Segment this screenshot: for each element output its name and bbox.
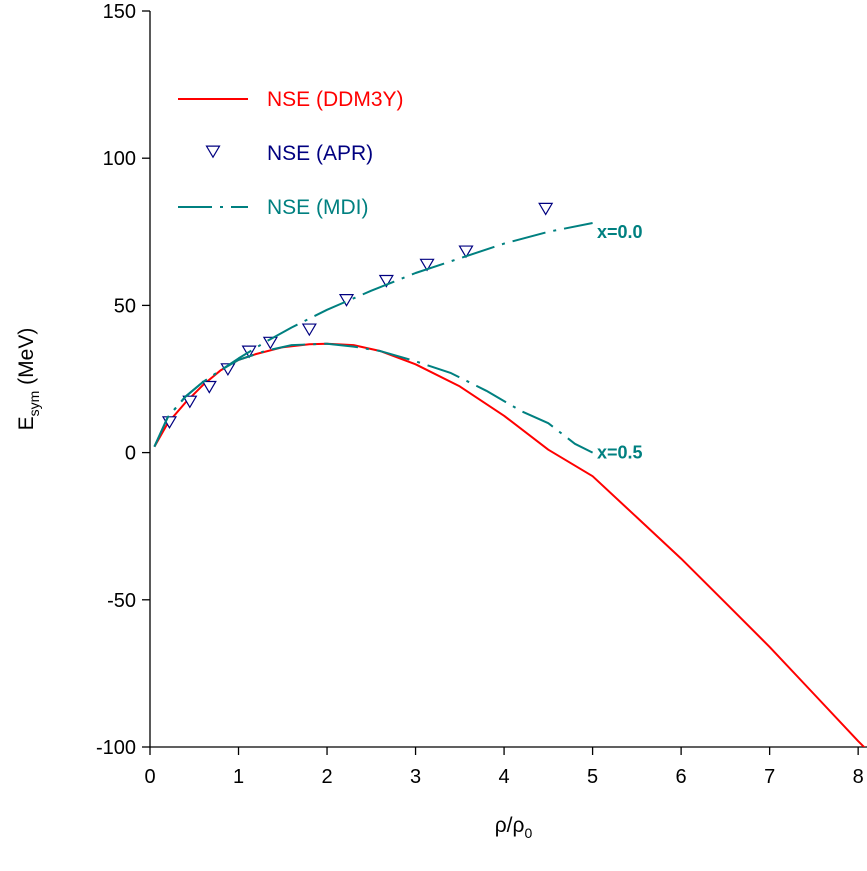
curve-annotation: x=0.0 (597, 222, 643, 242)
y-tick-label: 0 (125, 443, 136, 465)
y-axis-title: Esym (MeV) (15, 328, 42, 431)
apr-marker (201, 380, 217, 394)
apr-marker (338, 294, 355, 307)
x-tick-label: 8 (853, 766, 864, 788)
apr-marker (458, 245, 474, 259)
ddm3y-line (153, 342, 866, 747)
x-tick-label: 7 (764, 766, 775, 788)
y-tick-label: 150 (103, 1, 136, 23)
legend-item: NSE (MDI) (178, 196, 369, 219)
axes (149, 11, 867, 748)
apr-marker (182, 395, 198, 409)
legend-label: NSE (MDI) (267, 196, 369, 219)
x-tick-label: 6 (676, 766, 687, 788)
legend-label: NSE (APR) (267, 142, 373, 165)
legend-swatch-marker (205, 145, 221, 159)
y-tick-label: 100 (103, 148, 136, 170)
annotations: x=0.0 x=0.5 (597, 222, 643, 463)
series-3 (153, 342, 594, 454)
x-tick-label: 3 (410, 766, 421, 788)
axis-titles: ρ/ρ0 Esym (MeV) (15, 328, 532, 841)
y-tick-label: -100 (96, 737, 136, 759)
apr-marker (378, 274, 394, 288)
ticks: 0 1 2 3 4 5 6 7 8 -100 -50 0 50 100 150 (96, 1, 864, 788)
x-tick-label: 4 (499, 766, 510, 788)
legend-label: NSE (DDM3Y) (267, 88, 404, 111)
series-0 (153, 342, 866, 747)
apr-marker (538, 202, 554, 216)
legend-item: NSE (APR) (205, 142, 373, 165)
plot-area (153, 202, 866, 747)
legend: NSE (DDM3Y) NSE (APR) NSE (MDI) (178, 88, 404, 219)
x-tick-label: 2 (321, 766, 332, 788)
x-axis-title: ρ/ρ0 (495, 814, 533, 841)
x-tick-label: 0 (144, 766, 155, 788)
apr-marker (301, 323, 317, 337)
curve-annotation: x=0.5 (597, 443, 643, 463)
apr-marker (419, 258, 435, 272)
x-tick-label: 1 (233, 766, 244, 788)
apr-marker (262, 336, 278, 350)
legend-item: NSE (DDM3Y) (178, 88, 404, 111)
mdi-line (153, 342, 594, 454)
x-tick-label: 5 (587, 766, 598, 788)
y-tick-label: -50 (107, 590, 136, 612)
y-tick-label: 50 (114, 295, 136, 317)
